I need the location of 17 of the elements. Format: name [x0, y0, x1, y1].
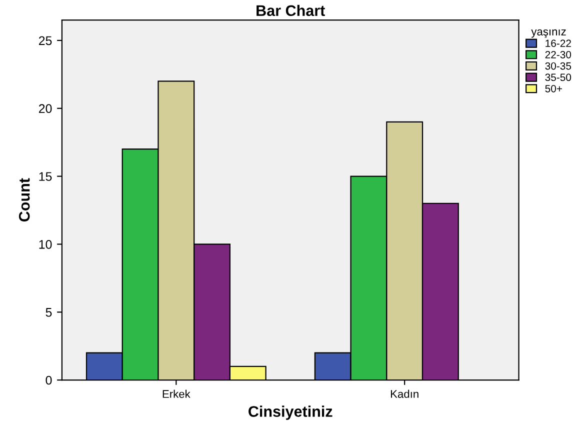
x-tick-label: Erkek — [162, 390, 190, 398]
legend-label: 35-50 — [545, 74, 572, 82]
y-tick-label: 10 — [39, 240, 52, 249]
legend-label: 50+ — [545, 84, 562, 92]
y-tick-label: 15 — [39, 172, 52, 181]
legend-title: yaşınız — [531, 29, 566, 38]
legend-label: 30-35 — [545, 62, 572, 70]
chart-title: Bar Chart — [256, 4, 325, 16]
legend-label: 22-30 — [545, 50, 572, 58]
y-tick-label: 25 — [38, 36, 52, 46]
y-tick-label: 5 — [46, 308, 52, 317]
legend-label: 16-22 — [546, 40, 571, 48]
x-tick-label: Kadın — [390, 390, 418, 398]
x-axis-title: Cinsiyetiniz — [248, 406, 332, 420]
y-tick-label: 20 — [38, 104, 52, 114]
y-tick-label: 0 — [46, 376, 52, 385]
y-axis-title: Count — [18, 178, 30, 222]
